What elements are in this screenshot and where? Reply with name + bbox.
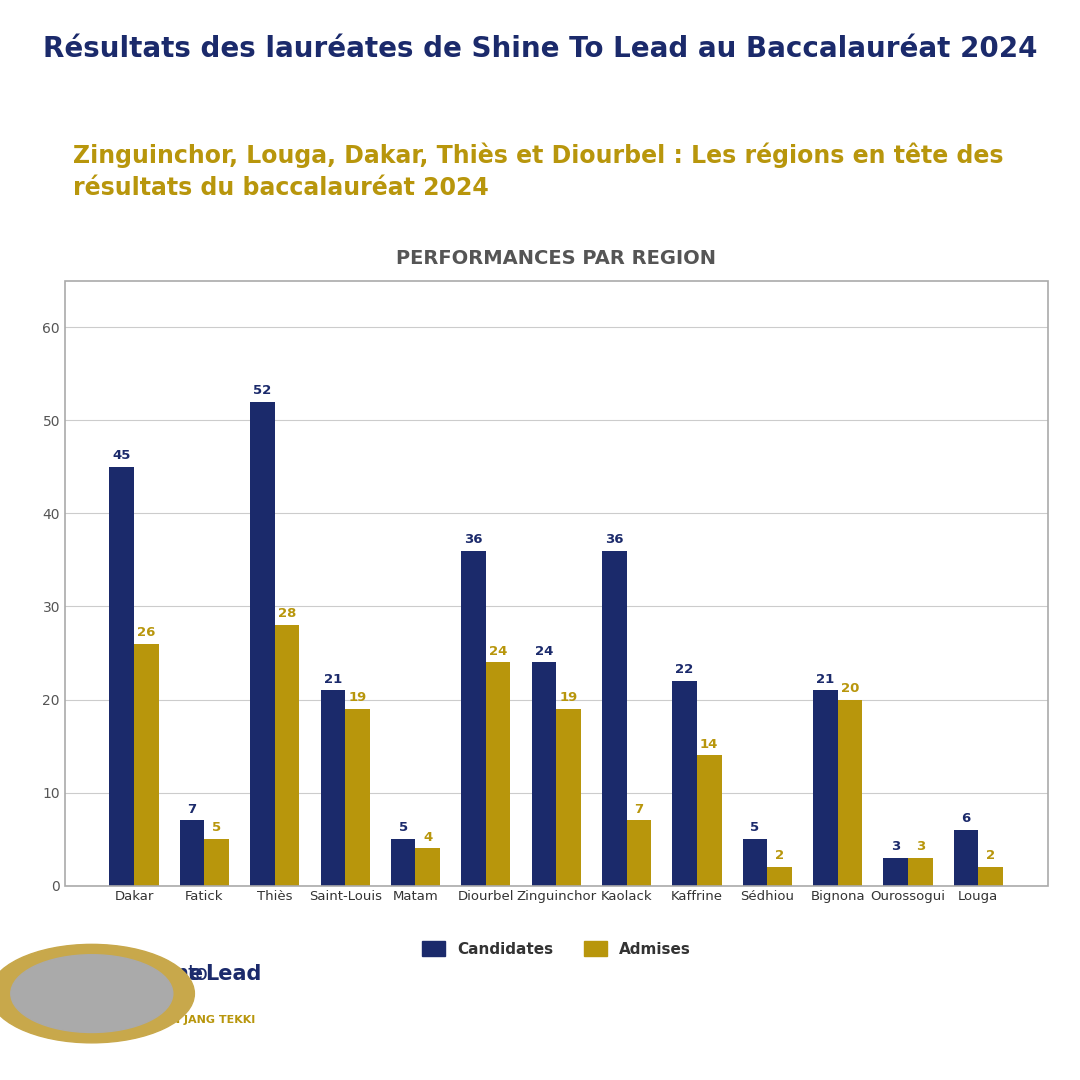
Text: 4: 4 bbox=[423, 831, 432, 843]
Bar bbox=[274, 625, 299, 886]
Text: 21: 21 bbox=[816, 673, 835, 686]
Bar bbox=[697, 755, 721, 886]
Bar bbox=[672, 680, 697, 886]
Bar bbox=[767, 867, 792, 886]
Text: 5: 5 bbox=[751, 822, 759, 835]
Text: 26: 26 bbox=[137, 626, 156, 639]
Text: 3: 3 bbox=[891, 840, 901, 853]
Bar bbox=[908, 858, 932, 886]
Text: 7: 7 bbox=[634, 802, 644, 815]
Text: 36: 36 bbox=[605, 534, 623, 546]
Bar bbox=[346, 708, 369, 886]
Text: Lead: Lead bbox=[205, 964, 261, 984]
Bar bbox=[486, 662, 511, 886]
Bar bbox=[626, 821, 651, 886]
Bar bbox=[461, 551, 486, 886]
Circle shape bbox=[11, 955, 173, 1032]
Bar bbox=[321, 690, 346, 886]
Text: 52: 52 bbox=[254, 384, 271, 397]
Bar bbox=[180, 821, 204, 886]
Bar bbox=[813, 690, 838, 886]
Text: JIGGEN JANG TEKKI: JIGGEN JANG TEKKI bbox=[138, 1014, 256, 1025]
Text: 22: 22 bbox=[675, 663, 693, 676]
Bar bbox=[416, 849, 441, 886]
Text: 2: 2 bbox=[986, 849, 995, 862]
Bar bbox=[743, 839, 767, 886]
Bar bbox=[978, 867, 1003, 886]
Bar bbox=[251, 402, 274, 886]
Bar bbox=[883, 858, 908, 886]
Bar bbox=[134, 644, 159, 886]
Bar bbox=[109, 467, 134, 886]
Text: 21: 21 bbox=[324, 673, 342, 686]
Bar bbox=[391, 839, 416, 886]
Bar bbox=[838, 700, 862, 886]
Bar bbox=[556, 708, 581, 886]
Text: 24: 24 bbox=[535, 645, 553, 658]
Text: 36: 36 bbox=[464, 534, 483, 546]
Text: 19: 19 bbox=[559, 691, 578, 704]
Bar bbox=[954, 829, 978, 886]
Bar bbox=[531, 662, 556, 886]
Title: PERFORMANCES PAR REGION: PERFORMANCES PAR REGION bbox=[396, 249, 716, 268]
Bar bbox=[602, 551, 626, 886]
Text: 7: 7 bbox=[188, 802, 197, 815]
Text: 3: 3 bbox=[916, 840, 924, 853]
Text: 19: 19 bbox=[349, 691, 366, 704]
Text: 6: 6 bbox=[961, 812, 971, 825]
Bar bbox=[204, 839, 229, 886]
Text: 20: 20 bbox=[840, 681, 859, 694]
Text: 45: 45 bbox=[112, 449, 131, 462]
Text: to: to bbox=[188, 964, 208, 984]
Text: 14: 14 bbox=[700, 738, 718, 751]
Circle shape bbox=[0, 944, 194, 1043]
Text: 28: 28 bbox=[278, 607, 296, 620]
Legend: Candidates, Admises: Candidates, Admises bbox=[416, 934, 697, 962]
Text: 5: 5 bbox=[212, 822, 221, 835]
Text: Shine: Shine bbox=[138, 964, 204, 984]
Text: 24: 24 bbox=[489, 645, 508, 658]
Text: Zinguinchor, Louga, Dakar, Thiès et Diourbel : Les régions en tête des
résultats: Zinguinchor, Louga, Dakar, Thiès et Diou… bbox=[73, 143, 1004, 200]
Text: 2: 2 bbox=[775, 849, 784, 862]
Text: Résultats des lauréates de Shine To Lead au Baccalauréat 2024: Résultats des lauréates de Shine To Lead… bbox=[43, 35, 1037, 63]
Text: 5: 5 bbox=[399, 822, 408, 835]
